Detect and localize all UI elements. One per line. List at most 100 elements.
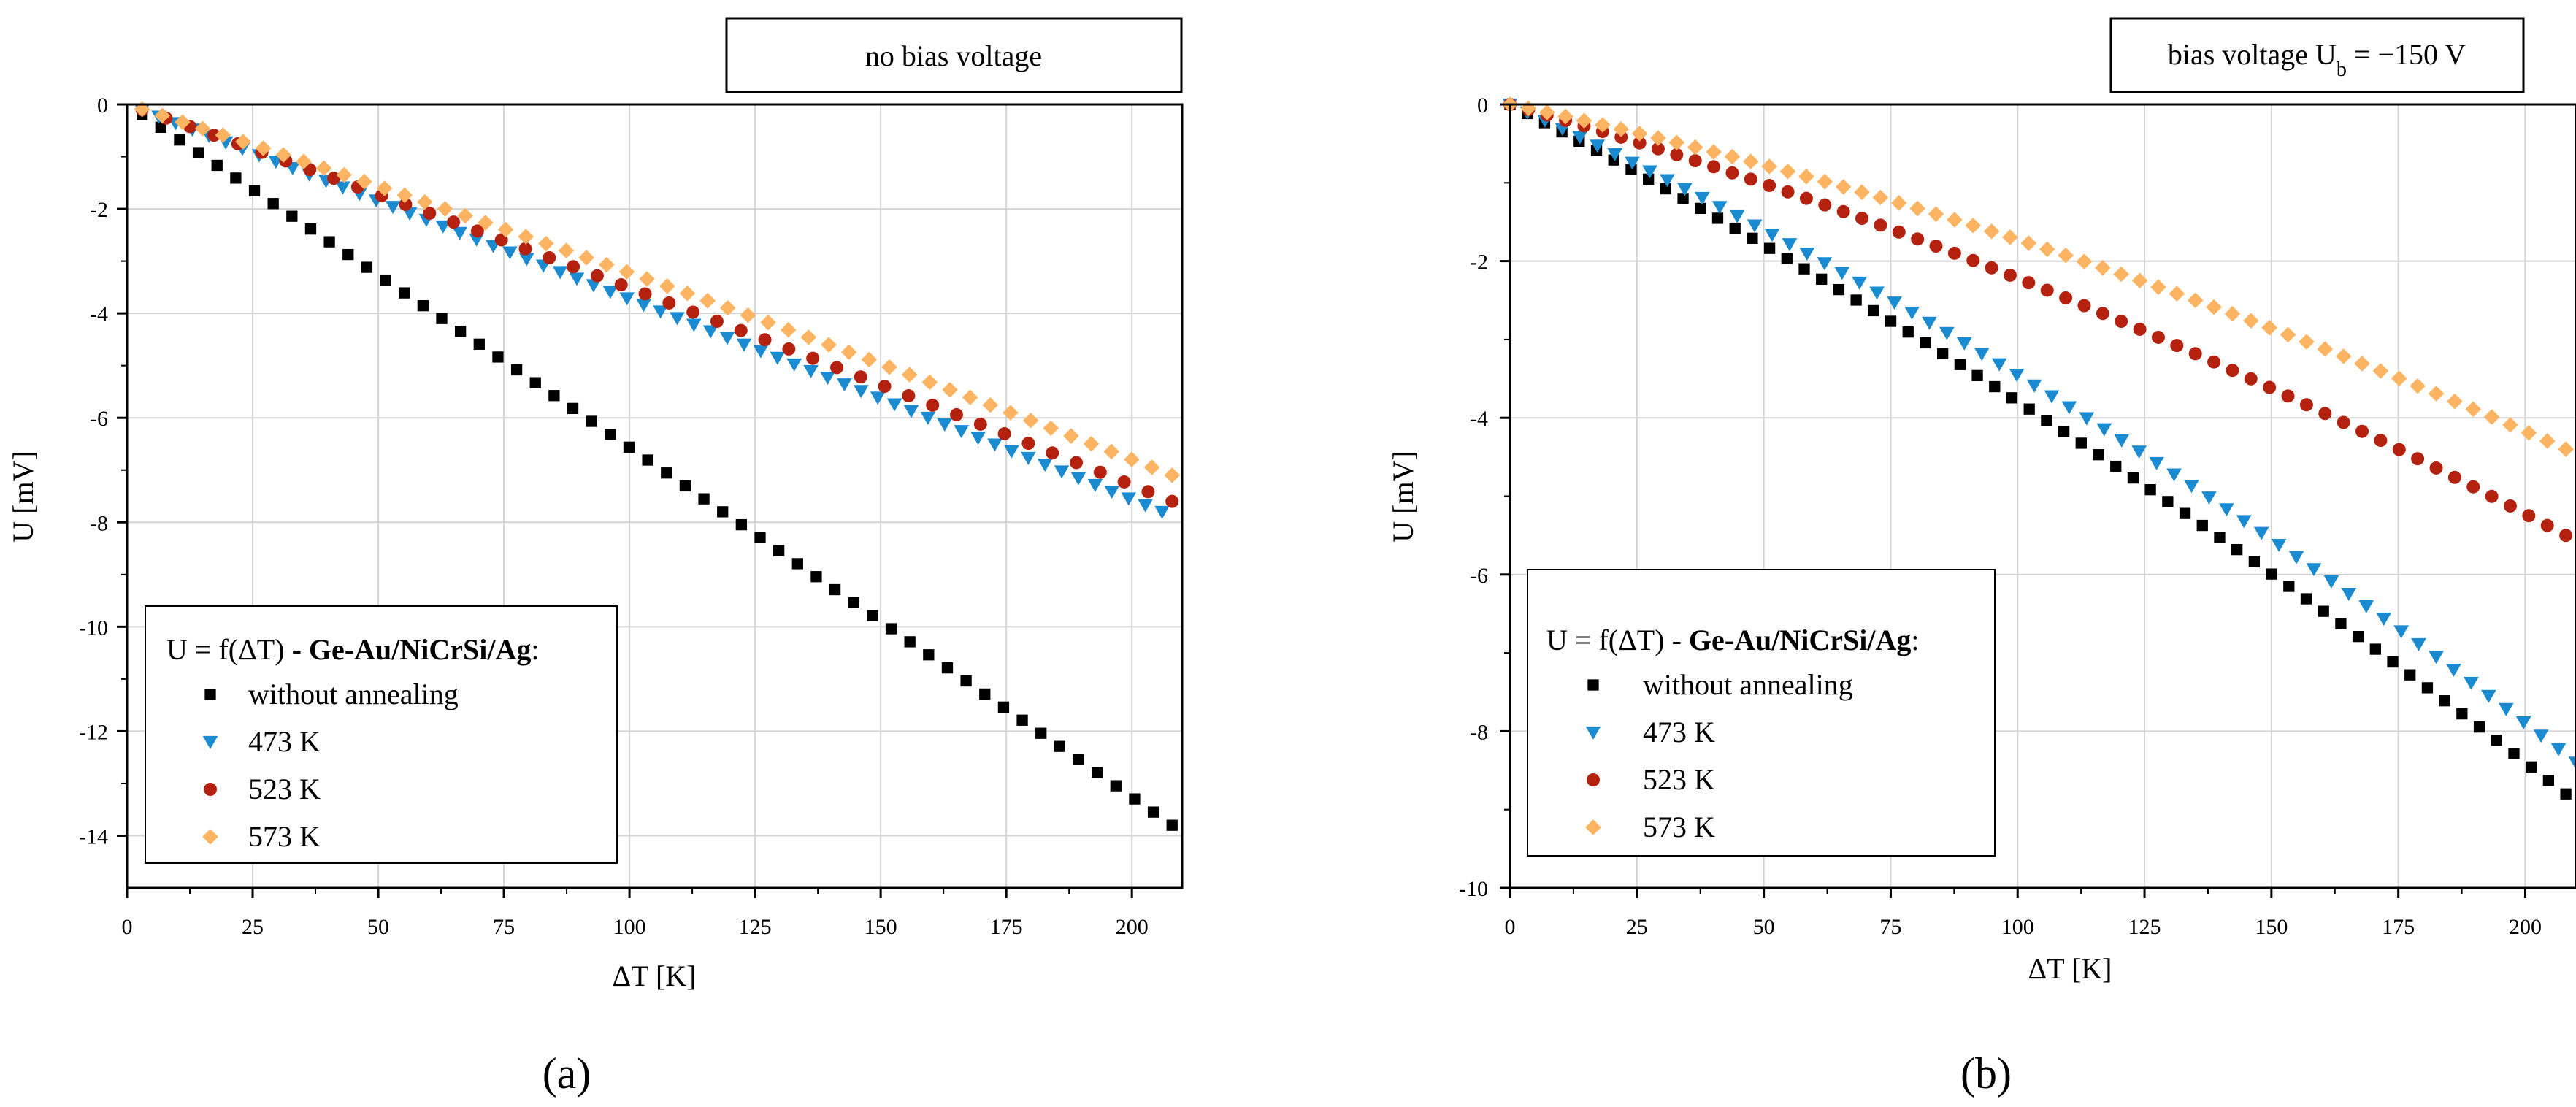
data-point [1985,261,1998,275]
data-point [2473,721,2485,733]
data-point [1911,232,1925,246]
data-point [2002,229,2018,245]
data-point [1707,160,1721,174]
x-tick-label: 100 [2001,915,2034,939]
data-point [2061,401,2077,415]
data-point [2020,235,2037,251]
title-box-text-a: no bias voltage [865,39,1042,72]
data-point [2447,470,2461,484]
data-point [2323,575,2339,589]
data-point [1121,492,1137,506]
legend-entry-label: without annealing [248,678,459,710]
data-point [997,427,1011,441]
data-point [2253,526,2269,540]
x-tick-label: 25 [242,915,264,939]
data-point [1868,304,1879,317]
data-point [2498,702,2514,716]
data-point [786,358,802,372]
x-tick-label: 150 [865,915,897,939]
y-tick-label: -10 [79,616,108,640]
data-point [1989,380,2001,393]
data-point [435,220,451,234]
x-ticks-a: 0 25 50 75 100 125 150 175 200 [122,888,1149,939]
data-point [2150,279,2166,295]
data-point [1004,445,1019,459]
data-point [1631,126,1648,142]
data-point [2283,581,2295,592]
data-point [2526,761,2537,773]
data-point [2133,322,2147,336]
x-tick-label: 50 [367,915,389,939]
data-point [2026,379,2042,393]
data-point [2429,651,2444,664]
data-point [1929,240,1943,253]
panel-label-a: (a) [543,1049,591,1098]
data-point [1872,189,1889,206]
data-point [1887,296,1902,310]
data-point [1651,142,1665,156]
data-point [2096,307,2109,321]
data-point [1817,173,1833,190]
data-point [1124,451,1140,468]
data-point [586,279,602,293]
data-point [2318,605,2329,617]
data-point [699,292,716,309]
data-point [2299,334,2315,350]
data-point [2491,735,2502,746]
data-point [1687,139,1703,156]
data-point [2560,788,2572,800]
data-point [753,345,769,359]
data-point [2040,283,2054,297]
data-point [2387,656,2399,668]
data-point [662,296,676,310]
data-point [2184,480,2199,494]
data-point [361,261,373,273]
chart-panel-b: 0 25 50 75 100 125 150 175 200 0 -2 -4 -6 -8 -10 ΔT [… [1387,17,2576,1098]
data-point [1037,459,1053,472]
data-point [1043,420,1059,437]
data-point [1781,185,1795,199]
data-point [1625,156,1640,170]
data-point [1818,198,1832,212]
legend-marker [1585,819,1601,835]
x-ticks-b: 0 25 50 75 100 125 150 175 200 [1505,888,2542,939]
data-point [954,425,970,439]
data-point [2201,491,2217,505]
data-point [698,493,710,505]
data-point [1835,179,1852,195]
data-point [586,415,597,427]
data-point [1054,465,1070,479]
data-point [380,274,391,286]
data-point [2439,695,2450,707]
data-point [2206,299,2222,315]
data-point [2503,499,2517,513]
data-point [1834,267,1850,280]
data-point [2421,682,2434,694]
data-point [1676,183,1693,196]
data-point [1761,158,1777,175]
data-point [1799,191,1813,205]
data-point [211,159,223,172]
data-point [2306,563,2322,577]
data-point [194,120,211,137]
data-point [1572,131,1588,145]
data-point [497,221,514,238]
data-point [840,344,857,361]
data-point [1706,144,1722,160]
data-point [1129,793,1141,805]
x-axis-title-a: ΔT [K] [613,959,697,992]
data-point [2003,268,2017,282]
legend-marker [1587,679,1599,691]
y-ticks-a: 0 -2 -4 -6 -8 -10 -12 -14 [79,93,127,849]
data-point [921,374,938,391]
data-point [734,323,748,337]
data-point [2095,259,2111,276]
data-point [1688,154,1702,168]
data-point [2169,286,2185,302]
data-point [1103,443,1120,460]
data-point [502,246,518,260]
data-point [2300,593,2312,605]
data-point [304,223,317,235]
data-point [2079,412,2095,426]
data-point [2248,556,2261,567]
